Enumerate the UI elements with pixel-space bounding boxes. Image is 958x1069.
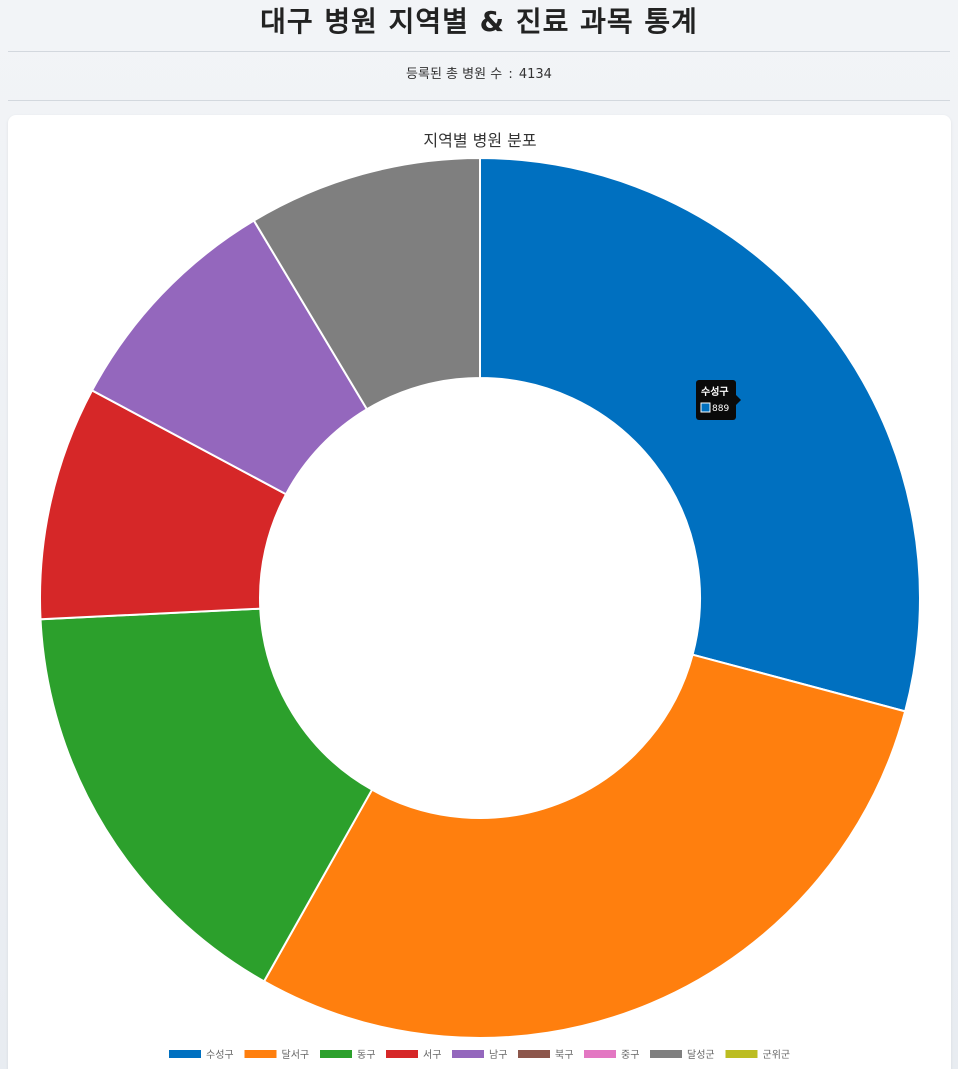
chart-card: 지역별 병원 분포 수성구 달서구 동구 서구 남구 북구 중구 달성군 군위군 수성구 889 [8,115,951,1069]
legend-swatch-3[interactable] [320,1050,352,1058]
header-divider-bottom [8,100,950,101]
legend-label-1[interactable]: 수성구 [206,1049,234,1061]
page-title: 대구 병원 지역별 & 진료 과목 통계 [260,5,698,38]
legend-label-9[interactable]: 군위군 [763,1048,791,1061]
legend-swatch-1[interactable] [169,1050,201,1058]
tooltip-swatch [700,402,711,413]
legend-label-3[interactable]: 동구 [357,1049,375,1061]
legend-swatch-5[interactable] [452,1050,484,1058]
tooltip-value: 889 [712,404,729,414]
slice-1[interactable] [479,156,921,713]
legend-swatch-8[interactable] [650,1050,682,1058]
legend-label-7[interactable]: 중구 [621,1049,639,1061]
legend-swatch-9[interactable] [725,1050,758,1058]
legend-label-2[interactable]: 달서구 [282,1049,310,1061]
slice-3[interactable] [39,607,374,983]
slice-2[interactable] [262,653,907,1039]
chart-tooltip: 수성구 889 [696,380,741,420]
legend-swatch-4[interactable] [386,1050,418,1058]
slice-8[interactable] [252,156,481,411]
header-divider-top [8,51,950,52]
chart-title: 지역별 병원 분포 [423,131,536,150]
total-value: 4134 [518,67,552,82]
tooltip-category: 수성구 [701,385,729,398]
legend-label-6[interactable]: 북구 [555,1049,573,1061]
tooltip-caret [736,395,741,405]
total-separator: : [508,67,513,82]
legend-swatch-7[interactable] [584,1050,616,1058]
total-label: 등록된 총 병원 수 [406,67,503,82]
legend-swatch-2[interactable] [244,1050,277,1058]
legend-label-4[interactable]: 서구 [423,1049,441,1061]
legend-swatch-6[interactable] [518,1050,550,1058]
legend-label-5[interactable]: 남구 [489,1049,507,1061]
chart-slices [39,156,921,1039]
chart-legend: 수성구 달서구 동구 서구 남구 북구 중구 달성군 군위군 [169,1048,790,1061]
hospital-count-summary: 등록된 총 병원 수 : 4134 [0,64,958,86]
legend-label-8[interactable]: 달성군 [687,1049,715,1061]
tooltip-box [696,380,736,420]
